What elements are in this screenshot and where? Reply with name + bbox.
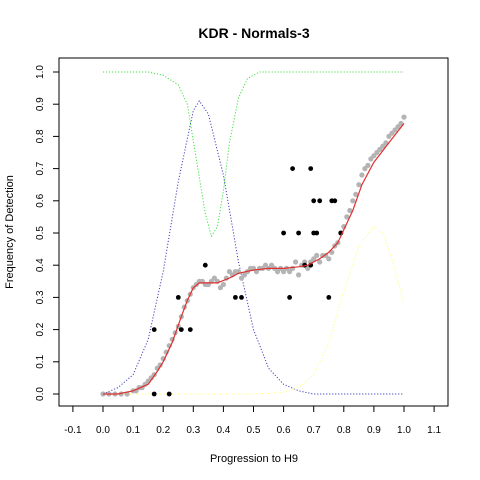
gray-point: [380, 143, 386, 149]
gray-point: [305, 265, 311, 271]
x-tick-label: 0.0: [96, 425, 110, 436]
black-point: [151, 391, 157, 397]
x-tick-label: 0.1: [126, 425, 140, 436]
x-tick-label: 0.7: [307, 425, 321, 436]
black-point: [290, 166, 295, 172]
y-tick-label: 0.4: [35, 258, 46, 272]
gray-point: [293, 259, 299, 265]
black-point: [239, 295, 244, 300]
black-point: [314, 230, 320, 236]
black-point: [187, 327, 193, 332]
gray-point: [401, 114, 407, 120]
black-point: [175, 295, 181, 300]
x-tick-label: 0.9: [367, 425, 381, 436]
green-curve: [103, 71, 404, 238]
gray-point: [226, 269, 232, 275]
fit-line-layer: [103, 123, 405, 395]
y-tick-label: 0.5: [35, 226, 46, 240]
y-tick-label: 0.3: [35, 290, 46, 304]
gray-points-layer: [100, 114, 407, 397]
x-tick-label: 0.5: [247, 425, 261, 436]
x-tick-label: 0.3: [186, 425, 200, 436]
gray-point: [386, 133, 392, 139]
black-point: [317, 198, 323, 204]
gray-point: [241, 272, 248, 278]
black-point: [287, 295, 292, 300]
black-points-layer: [151, 166, 344, 397]
gray-point: [296, 272, 302, 278]
x-tick-label: 0.4: [216, 425, 230, 436]
gray-point: [262, 262, 269, 268]
y-tick-label: 0.6: [35, 193, 46, 207]
y-tick-label: 0.8: [35, 129, 46, 143]
x-tick-label: 1.0: [397, 425, 411, 436]
yellow-curve: [103, 225, 405, 395]
gray-point: [350, 198, 356, 204]
black-point: [151, 327, 157, 332]
y-tick-label: 0.0: [35, 387, 46, 401]
gray-point: [392, 127, 398, 133]
gray-point: [353, 191, 359, 197]
black-point: [326, 295, 332, 300]
gray-point: [290, 265, 296, 271]
black-point: [233, 295, 238, 300]
gray-point: [359, 172, 365, 178]
gray-point: [317, 259, 323, 265]
gray-point: [326, 256, 332, 262]
x-tick-label: 0.8: [337, 425, 351, 436]
gray-point: [347, 207, 353, 214]
black-point: [296, 230, 301, 236]
x-tick-label: -0.1: [64, 425, 82, 436]
gray-point: [311, 256, 317, 262]
fit-line: [103, 123, 405, 395]
black-point: [308, 166, 314, 172]
black-point: [311, 198, 317, 204]
gray-point: [356, 182, 362, 188]
gray-point: [220, 281, 226, 288]
x-tick-label: 0.6: [277, 425, 291, 436]
chart-title: KDR - Normals-3: [198, 25, 309, 41]
gray-point: [344, 214, 350, 220]
black-point: [281, 230, 286, 236]
gray-point: [365, 162, 371, 168]
y-tick-label: 0.1: [35, 354, 46, 368]
black-point: [178, 327, 184, 332]
y-tick-label: 1.0: [35, 65, 46, 79]
y-tick-label: 0.7: [35, 161, 46, 175]
curves-layer: [102, 71, 405, 395]
x-tick-label: 0.2: [156, 425, 170, 436]
black-point: [202, 262, 208, 268]
y-axis: 0.0 0.1 0.2 0.3 0.4 0.5 0.6 0.7 0.8 0.9 1.0: [35, 65, 59, 401]
x-axis: -0.1 0.0 0.1 0.2 0.3 0.4 0.5 0.6 0.7 0.8 0.9 1.0 1.1: [64, 406, 441, 436]
black-point: [166, 391, 172, 397]
y-axis-label: Frequency of Detection: [4, 175, 16, 289]
plot-area: [58, 57, 449, 407]
y-tick-label: 0.2: [35, 322, 46, 336]
x-tick-label: 1.1: [427, 425, 441, 436]
gray-point: [314, 252, 320, 259]
blue-curve: [102, 100, 404, 395]
x-axis-label: Progression to H9: [210, 453, 298, 465]
y-tick-label: 0.9: [35, 97, 46, 111]
black-point: [332, 198, 338, 204]
